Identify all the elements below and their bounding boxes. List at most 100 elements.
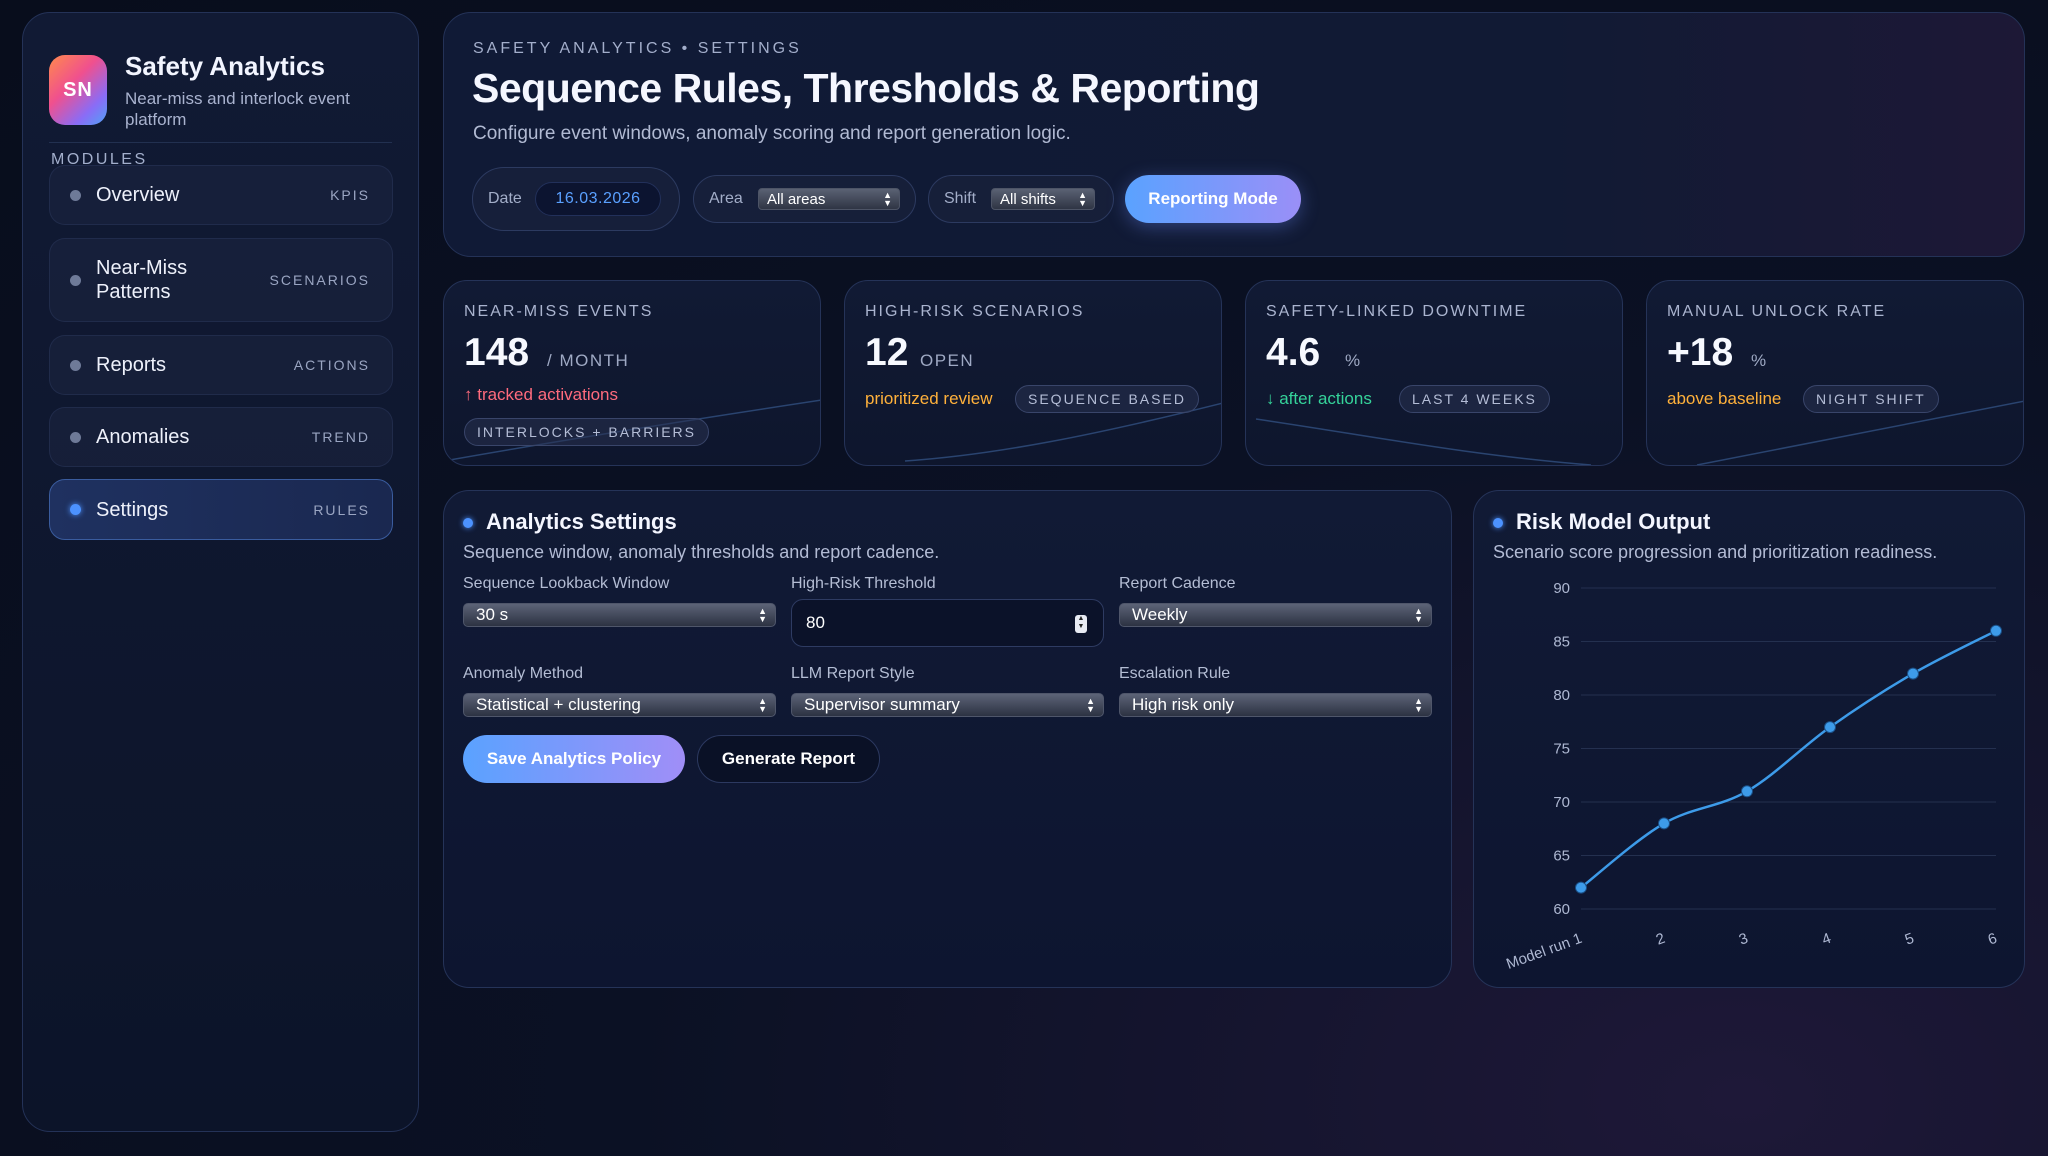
x-tick-label: 6 <box>1986 930 2000 949</box>
kpi-chip: LAST 4 WEEKS <box>1399 385 1550 413</box>
sidebar-item-label: Anomalies <box>96 426 190 448</box>
risk-line-chart: 60 65 70 75 80 85 90 Model run 1 2 3 4 5 6 <box>1504 580 2002 973</box>
data-point <box>1907 667 1919 680</box>
date-input[interactable]: 16.03.2026 <box>535 182 661 216</box>
kpi-value: 148 <box>464 331 530 374</box>
sidebar-item-tag: KPIS <box>330 187 370 203</box>
select-arrows-icon: ▲ ▼ <box>1414 696 1423 714</box>
page-subtitle: Configure event windows, anomaly scoring… <box>473 123 1071 144</box>
sidebar-item-reports[interactable]: Reports ACTIONS <box>49 335 393 395</box>
shift-filter: Shift All shifts ▲ ▼ <box>928 175 1114 223</box>
lookback-select-value: 30 s <box>476 605 509 624</box>
kpi-value: 4.6 <box>1266 331 1321 374</box>
kpi-card-manual-unlock: MANUAL UNLOCK RATE +18 % above baseline … <box>1646 280 2024 466</box>
kpi-unit: / MONTH <box>547 351 630 370</box>
shift-select-value: All shifts <box>1000 190 1056 208</box>
y-tick-label: 70 <box>1553 794 1570 811</box>
risk-model-panel: Risk Model Output Scenario score progres… <box>1473 490 2025 988</box>
sidebar-item-tag: SCENARIOS <box>269 272 370 288</box>
lookback-select[interactable]: 30 s ▲ ▼ <box>463 603 776 627</box>
sidebar-item-tag: TREND <box>311 429 370 445</box>
method-select[interactable]: Statistical + clustering ▲ ▼ <box>463 693 776 717</box>
kpi-unit: % <box>1345 351 1362 370</box>
x-tick-label: Model run 1 <box>1504 930 1584 973</box>
sidebar-item-tag: RULES <box>313 501 370 518</box>
report-style-select-value: Supervisor summary <box>804 695 960 714</box>
kpi-label: SAFETY-LINKED DOWNTIME <box>1266 303 1528 320</box>
threshold-input-value: 80 <box>806 613 825 632</box>
date-filter: Date 16.03.2026 <box>472 167 680 231</box>
x-tick-label: 5 <box>1903 930 1917 949</box>
cadence-select-value: Weekly <box>1132 605 1188 624</box>
bullet-icon <box>70 189 81 201</box>
escalation-select-value: High risk only <box>1132 695 1235 714</box>
x-tick-label: 3 <box>1737 930 1751 949</box>
sidebar-item-label: Reports <box>96 354 167 376</box>
brand: SN Safety Analytics Near-miss and interl… <box>49 43 392 143</box>
y-tick-label: 75 <box>1553 741 1570 758</box>
generate-report-button[interactable]: Generate Report <box>697 735 880 783</box>
kpi-unit: OPEN <box>920 351 975 370</box>
threshold-input[interactable]: 80 ▲ ▼ <box>791 599 1104 647</box>
cadence-select[interactable]: Weekly ▲ ▼ <box>1119 603 1432 627</box>
y-tick-label: 65 <box>1553 848 1570 865</box>
kpi-unit: % <box>1751 351 1768 370</box>
area-label: Area <box>709 190 743 207</box>
y-tick-label: 90 <box>1553 580 1570 597</box>
select-arrows-icon: ▲ ▼ <box>883 190 892 208</box>
kpi-card-downtime: SAFETY-LINKED DOWNTIME 4.6 % ↓ after act… <box>1245 280 1623 466</box>
page-header: SAFETY ANALYTICS • SETTINGS Sequence Rul… <box>443 12 2025 257</box>
bullet-icon <box>70 359 81 371</box>
select-arrows-icon: ▲ ▼ <box>1086 696 1095 714</box>
kpi-card-high-risk: HIGH-RISK SCENARIOS 12 OPEN prioritized … <box>844 280 1222 466</box>
sidebar: SN Safety Analytics Near-miss and interl… <box>22 12 419 1132</box>
date-label: Date <box>488 190 522 207</box>
kpi-value: 12 <box>865 331 909 374</box>
kpi-label: MANUAL UNLOCK RATE <box>1667 303 1887 320</box>
area-select-value: All areas <box>767 190 826 208</box>
sidebar-item-tag: ACTIONS <box>293 357 370 373</box>
brand-subtitle: Near-miss and interlock event platform <box>125 89 350 129</box>
panel-title: Risk Model Output <box>1516 509 1711 534</box>
bullet-icon <box>70 431 81 443</box>
shift-label: Shift <box>944 190 977 207</box>
series-line <box>1580 629 1997 889</box>
kpi-note: prioritized review <box>865 389 993 408</box>
kpi-chip: INTERLOCKS + BARRIERS <box>464 418 709 446</box>
kpi-label: NEAR-MISS EVENTS <box>464 303 654 320</box>
sidebar-item-settings[interactable]: Settings RULES <box>49 479 393 540</box>
sparkline <box>904 402 1221 462</box>
sidebar-item-overview[interactable]: Overview KPIS <box>49 165 393 225</box>
x-tick-label: 2 <box>1654 930 1668 949</box>
threshold-label: High-Risk Threshold <box>791 575 936 592</box>
kpi-card-near-miss: NEAR-MISS EVENTS 148 / MONTH ↑ tracked a… <box>443 280 821 466</box>
shift-select[interactable]: All shifts ▲ ▼ <box>991 188 1095 210</box>
sidebar-item-label: Settings <box>96 498 169 521</box>
y-tick-label: 85 <box>1553 634 1570 651</box>
panel-subtitle: Scenario score progression and prioritiz… <box>1493 542 1938 562</box>
page-title: Sequence Rules, Thresholds & Reporting <box>472 65 1260 111</box>
sidebar-item-anomalies[interactable]: Anomalies TREND <box>49 407 393 467</box>
y-tick-label: 60 <box>1553 901 1570 918</box>
analytics-settings-panel: Analytics Settings Sequence window, anom… <box>443 490 1452 988</box>
kpi-note: above baseline <box>1667 389 1782 408</box>
select-arrows-icon: ▲ ▼ <box>1414 606 1423 624</box>
escalation-select[interactable]: High risk only ▲ ▼ <box>1119 693 1432 717</box>
brand-title: Safety Analytics <box>125 51 325 81</box>
report-style-select[interactable]: Supervisor summary ▲ ▼ <box>791 693 1104 717</box>
reporting-mode-button[interactable]: Reporting Mode <box>1125 175 1301 223</box>
kpi-label: HIGH-RISK SCENARIOS <box>865 303 1085 320</box>
save-policy-button[interactable]: Save Analytics Policy <box>463 735 685 783</box>
area-select[interactable]: All areas ▲ ▼ <box>758 188 900 210</box>
kpi-value: +18 <box>1667 331 1734 374</box>
kpi-note: ↓ after actions <box>1266 389 1372 408</box>
select-arrows-icon: ▲ ▼ <box>758 606 767 624</box>
stepper-icon[interactable]: ▲ ▼ <box>1075 615 1087 633</box>
area-filter: Area All areas ▲ ▼ <box>693 175 916 223</box>
sidebar-item-near-miss-patterns[interactable]: Near-Miss Patterns SCENARIOS <box>49 238 393 322</box>
section-dot-icon <box>1493 518 1503 528</box>
panel-title: Analytics Settings <box>486 509 677 534</box>
kpi-note: ↑ tracked activations <box>464 385 619 404</box>
bullet-icon <box>70 274 81 286</box>
panel-subtitle: Sequence window, anomaly thresholds and … <box>463 542 940 562</box>
